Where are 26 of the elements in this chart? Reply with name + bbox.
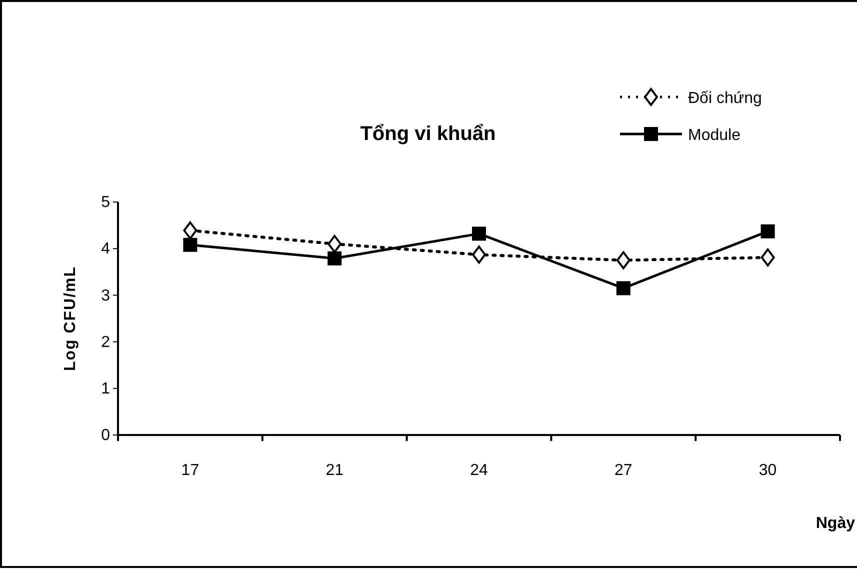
point [616, 251, 630, 270]
point [472, 226, 486, 241]
point [328, 234, 342, 253]
legend-label: Đối chứng [688, 90, 762, 107]
y-tick-label: 4 [101, 240, 110, 258]
point [472, 246, 486, 264]
y-tick-label: 5 [101, 194, 110, 212]
y-tick-label: 3 [101, 287, 110, 304]
x-tick-label: 24 [470, 462, 488, 479]
point [183, 238, 198, 252]
x-tick-label: 17 [181, 462, 200, 479]
x-axis-title: Ngày [816, 515, 856, 532]
point [760, 224, 775, 238]
x-tick-label: 30 [758, 462, 777, 479]
point [616, 281, 630, 296]
y-tick-label: 1 [101, 380, 110, 398]
y-axis-title: Log CFU/mL [62, 266, 79, 372]
legend-label: Module [688, 127, 741, 144]
y-tick-label: 2 [101, 334, 110, 351]
point [183, 221, 198, 240]
point [328, 251, 342, 266]
y-tick-label: 0 [101, 427, 110, 444]
point [760, 248, 775, 266]
x-tick-label: 21 [326, 462, 344, 479]
x-tick-label: 27 [614, 462, 632, 479]
chart-title: Tổng vi khuẩn [360, 123, 496, 145]
